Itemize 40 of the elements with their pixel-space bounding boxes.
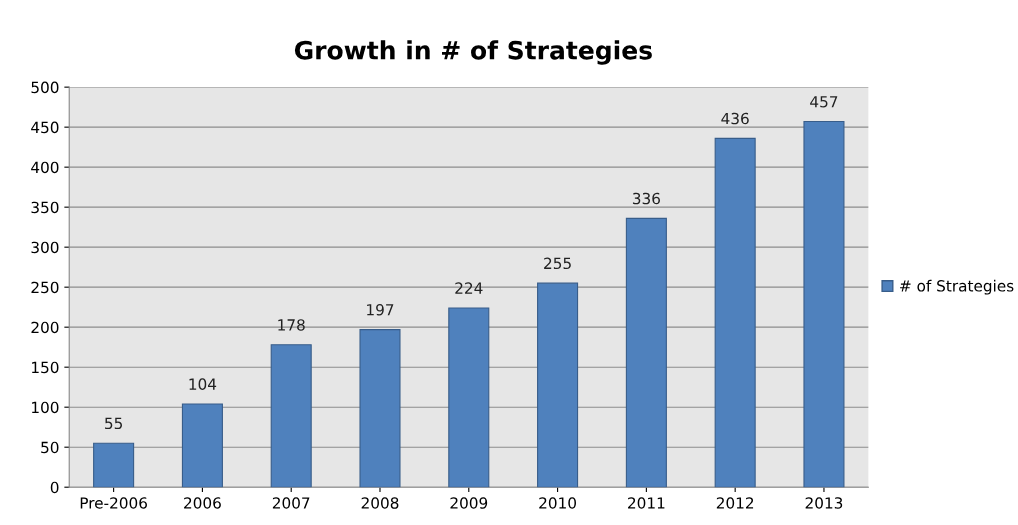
x-tick-label: 2010 [539, 497, 577, 509]
bar [448, 307, 490, 488]
y-tick-label: 50 [41, 441, 59, 454]
y-tick-label: 150 [32, 361, 59, 374]
bar [359, 329, 401, 488]
y-tick-label: 100 [32, 401, 59, 414]
y-tick-label: 350 [31, 201, 59, 214]
x-tick-label: 2011 [628, 497, 665, 509]
bar [714, 137, 756, 488]
data-label: 457 [810, 96, 838, 108]
data-label: 436 [721, 112, 749, 125]
y-tick-label: 400 [31, 161, 59, 174]
legend-label: # of Strategies [900, 279, 1014, 295]
y-tick-label: 0 [50, 481, 59, 494]
bar [803, 120, 845, 488]
data-label: 55 [105, 417, 123, 430]
bar [93, 442, 135, 488]
x-tick-label: 2006 [184, 497, 221, 509]
y-tick-label: 450 [31, 121, 59, 134]
y-tick-label: 200 [31, 321, 59, 334]
y-tick-label: 250 [31, 281, 59, 294]
x-tick-label: 2013 [805, 497, 843, 509]
bar [270, 344, 312, 488]
data-label: 255 [544, 257, 571, 270]
bar [181, 403, 223, 488]
chart-title: Growth in # of Strategies [294, 40, 652, 65]
data-label: 178 [278, 319, 305, 331]
y-tick-label: 300 [31, 241, 59, 254]
data-label: 104 [189, 378, 217, 390]
bar [537, 282, 579, 488]
data-label: 197 [367, 303, 394, 316]
x-tick-label: 2007 [272, 497, 310, 509]
x-tick-label: 2012 [716, 497, 754, 509]
bar [625, 217, 667, 488]
x-tick-label: Pre-2006 [80, 497, 147, 509]
data-label: 224 [455, 282, 483, 294]
x-tick-label: 2009 [450, 497, 488, 509]
x-tick-label: 2008 [361, 497, 399, 509]
y-tick-label: 500 [31, 81, 59, 94]
data-label: 336 [632, 192, 660, 205]
